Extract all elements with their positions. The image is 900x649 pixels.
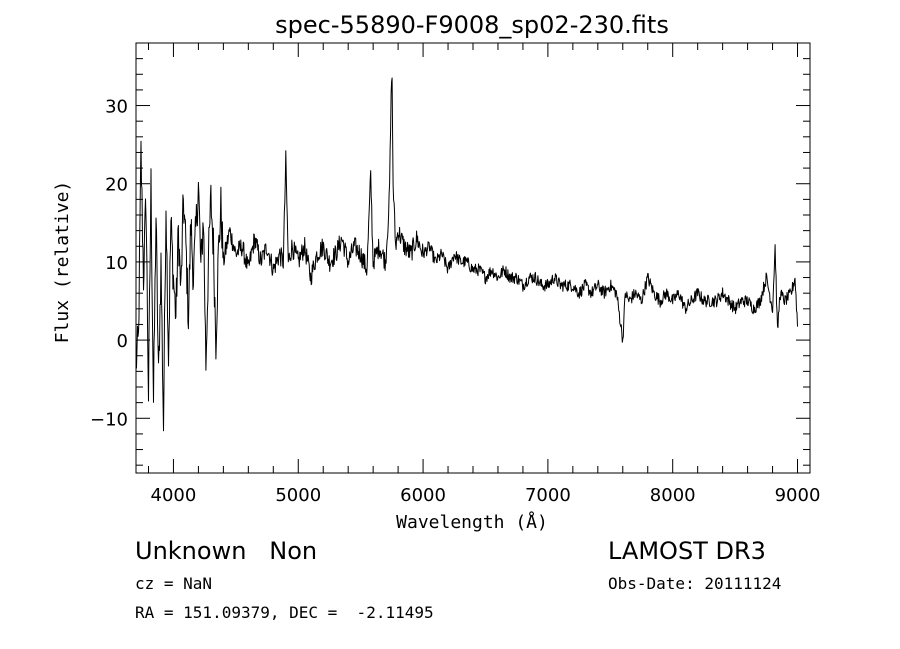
- x-tick-label: 5000: [275, 485, 321, 506]
- x-tick-label: 7000: [525, 485, 571, 506]
- x-axis-label: Wavelength (Å): [396, 511, 548, 533]
- cz-label: cz = NaN: [135, 574, 213, 593]
- x-tick-label: 6000: [400, 485, 446, 506]
- plot-frame: [135, 42, 811, 474]
- obs-date-label: Obs-Date: 20111124: [608, 574, 782, 593]
- class-label: Unknown Non: [135, 537, 318, 565]
- y-tick-label: 10: [105, 253, 128, 274]
- chart-title: spec-55890-F9008_sp02-230.fits: [275, 11, 669, 39]
- y-axis-label: Flux (relative): [52, 181, 73, 344]
- survey-label: LAMOST DR3: [608, 537, 766, 565]
- x-tick-label: 9000: [775, 485, 821, 506]
- x-tick-label: 8000: [650, 485, 696, 506]
- y-tick-label: 20: [105, 175, 128, 196]
- series-line-flux: [135, 77, 798, 432]
- x-tick-label: 4000: [151, 485, 197, 506]
- y-tick-label: −10: [90, 409, 128, 430]
- y-tick-label: 30: [105, 97, 128, 118]
- y-tick-label: 0: [117, 331, 128, 352]
- radec-label: RA = 151.09379, DEC = -2.11495: [135, 603, 434, 622]
